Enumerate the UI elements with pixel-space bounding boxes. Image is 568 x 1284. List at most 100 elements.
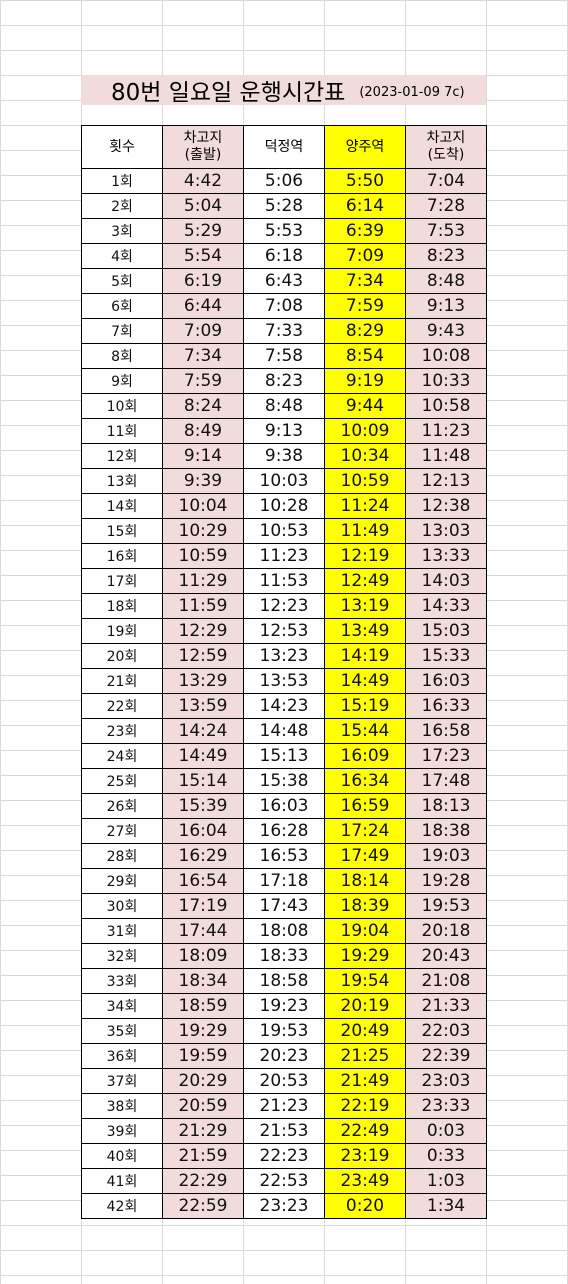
depot-depart-cell[interactable]: 12:29 bbox=[162, 618, 244, 644]
deokjeong-cell[interactable]: 15:38 bbox=[243, 768, 325, 794]
count-cell[interactable]: 32회 bbox=[81, 943, 163, 969]
deokjeong-cell[interactable]: 19:23 bbox=[243, 993, 325, 1019]
count-cell[interactable]: 24회 bbox=[81, 743, 163, 769]
deokjeong-cell[interactable]: 16:28 bbox=[243, 818, 325, 844]
yangju-cell[interactable]: 8:29 bbox=[324, 318, 406, 344]
deokjeong-cell[interactable]: 9:13 bbox=[243, 418, 325, 444]
depot-arrive-cell[interactable]: 10:33 bbox=[405, 368, 487, 394]
count-cell[interactable]: 22회 bbox=[81, 693, 163, 719]
yangju-cell[interactable]: 7:09 bbox=[324, 243, 406, 269]
deokjeong-cell[interactable]: 19:53 bbox=[243, 1018, 325, 1044]
deokjeong-cell[interactable]: 7:33 bbox=[243, 318, 325, 344]
depot-depart-cell[interactable]: 21:59 bbox=[162, 1143, 244, 1169]
count-cell[interactable]: 8회 bbox=[81, 343, 163, 369]
count-cell[interactable]: 6회 bbox=[81, 293, 163, 319]
deokjeong-cell[interactable]: 11:23 bbox=[243, 543, 325, 569]
depot-depart-cell[interactable]: 22:29 bbox=[162, 1168, 244, 1194]
depot-arrive-cell[interactable]: 19:53 bbox=[405, 893, 487, 919]
count-cell[interactable]: 30회 bbox=[81, 893, 163, 919]
header-yangju[interactable]: 양주역 bbox=[324, 125, 406, 169]
yangju-cell[interactable]: 20:19 bbox=[324, 993, 406, 1019]
deokjeong-cell[interactable]: 11:53 bbox=[243, 568, 325, 594]
depot-arrive-cell[interactable]: 0:33 bbox=[405, 1143, 487, 1169]
depot-arrive-cell[interactable]: 1:34 bbox=[405, 1193, 487, 1219]
depot-depart-cell[interactable]: 22:59 bbox=[162, 1193, 244, 1219]
yangju-cell[interactable]: 9:44 bbox=[324, 393, 406, 419]
depot-arrive-cell[interactable]: 16:33 bbox=[405, 693, 487, 719]
deokjeong-cell[interactable]: 15:13 bbox=[243, 743, 325, 769]
depot-arrive-cell[interactable]: 20:18 bbox=[405, 918, 487, 944]
yangju-cell[interactable]: 20:49 bbox=[324, 1018, 406, 1044]
yangju-cell[interactable]: 23:49 bbox=[324, 1168, 406, 1194]
deokjeong-cell[interactable]: 7:58 bbox=[243, 343, 325, 369]
yangju-cell[interactable]: 0:20 bbox=[324, 1193, 406, 1219]
header-depot-arrive[interactable]: 차고지 (도착) bbox=[405, 125, 487, 169]
depot-depart-cell[interactable]: 7:09 bbox=[162, 318, 244, 344]
depot-arrive-cell[interactable]: 9:13 bbox=[405, 293, 487, 319]
depot-depart-cell[interactable]: 5:04 bbox=[162, 193, 244, 219]
depot-depart-cell[interactable]: 9:39 bbox=[162, 468, 244, 494]
depot-arrive-cell[interactable]: 14:03 bbox=[405, 568, 487, 594]
depot-depart-cell[interactable]: 14:24 bbox=[162, 718, 244, 744]
depot-arrive-cell[interactable]: 16:03 bbox=[405, 668, 487, 694]
depot-arrive-cell[interactable]: 12:38 bbox=[405, 493, 487, 519]
count-cell[interactable]: 15회 bbox=[81, 518, 163, 544]
yangju-cell[interactable]: 22:49 bbox=[324, 1118, 406, 1144]
depot-arrive-cell[interactable]: 21:33 bbox=[405, 993, 487, 1019]
deokjeong-cell[interactable]: 7:08 bbox=[243, 293, 325, 319]
deokjeong-cell[interactable]: 8:23 bbox=[243, 368, 325, 394]
depot-arrive-cell[interactable]: 10:58 bbox=[405, 393, 487, 419]
count-cell[interactable]: 28회 bbox=[81, 843, 163, 869]
depot-arrive-cell[interactable]: 9:43 bbox=[405, 318, 487, 344]
yangju-cell[interactable]: 9:19 bbox=[324, 368, 406, 394]
depot-depart-cell[interactable]: 6:44 bbox=[162, 293, 244, 319]
count-cell[interactable]: 19회 bbox=[81, 618, 163, 644]
depot-depart-cell[interactable]: 12:59 bbox=[162, 643, 244, 669]
count-cell[interactable]: 23회 bbox=[81, 718, 163, 744]
depot-depart-cell[interactable]: 20:59 bbox=[162, 1093, 244, 1119]
count-cell[interactable]: 39회 bbox=[81, 1118, 163, 1144]
depot-arrive-cell[interactable]: 8:48 bbox=[405, 268, 487, 294]
depot-arrive-cell[interactable]: 23:03 bbox=[405, 1068, 487, 1094]
yangju-cell[interactable]: 15:44 bbox=[324, 718, 406, 744]
depot-arrive-cell[interactable]: 17:48 bbox=[405, 768, 487, 794]
deokjeong-cell[interactable]: 18:58 bbox=[243, 968, 325, 994]
depot-arrive-cell[interactable]: 17:23 bbox=[405, 743, 487, 769]
count-cell[interactable]: 36회 bbox=[81, 1043, 163, 1069]
depot-depart-cell[interactable]: 6:19 bbox=[162, 268, 244, 294]
count-cell[interactable]: 3회 bbox=[81, 218, 163, 244]
depot-arrive-cell[interactable]: 18:13 bbox=[405, 793, 487, 819]
yangju-cell[interactable]: 7:34 bbox=[324, 268, 406, 294]
depot-depart-cell[interactable]: 19:59 bbox=[162, 1043, 244, 1069]
depot-depart-cell[interactable]: 13:59 bbox=[162, 693, 244, 719]
count-cell[interactable]: 34회 bbox=[81, 993, 163, 1019]
yangju-cell[interactable]: 10:34 bbox=[324, 443, 406, 469]
deokjeong-cell[interactable]: 10:53 bbox=[243, 518, 325, 544]
depot-depart-cell[interactable]: 4:42 bbox=[162, 168, 244, 194]
yangju-cell[interactable]: 13:19 bbox=[324, 593, 406, 619]
depot-depart-cell[interactable]: 10:04 bbox=[162, 493, 244, 519]
deokjeong-cell[interactable]: 21:53 bbox=[243, 1118, 325, 1144]
deokjeong-cell[interactable]: 6:43 bbox=[243, 268, 325, 294]
deokjeong-cell[interactable]: 14:23 bbox=[243, 693, 325, 719]
depot-arrive-cell[interactable]: 7:28 bbox=[405, 193, 487, 219]
count-cell[interactable]: 27회 bbox=[81, 818, 163, 844]
yangju-cell[interactable]: 12:19 bbox=[324, 543, 406, 569]
depot-depart-cell[interactable]: 5:29 bbox=[162, 218, 244, 244]
depot-arrive-cell[interactable]: 8:23 bbox=[405, 243, 487, 269]
depot-depart-cell[interactable]: 18:34 bbox=[162, 968, 244, 994]
deokjeong-cell[interactable]: 10:28 bbox=[243, 493, 325, 519]
depot-depart-cell[interactable]: 19:29 bbox=[162, 1018, 244, 1044]
depot-arrive-cell[interactable]: 10:08 bbox=[405, 343, 487, 369]
depot-depart-cell[interactable]: 10:59 bbox=[162, 543, 244, 569]
count-cell[interactable]: 38회 bbox=[81, 1093, 163, 1119]
depot-depart-cell[interactable]: 16:54 bbox=[162, 868, 244, 894]
yangju-cell[interactable]: 21:25 bbox=[324, 1043, 406, 1069]
depot-arrive-cell[interactable]: 11:23 bbox=[405, 418, 487, 444]
deokjeong-cell[interactable]: 18:08 bbox=[243, 918, 325, 944]
depot-depart-cell[interactable]: 5:54 bbox=[162, 243, 244, 269]
depot-depart-cell[interactable]: 20:29 bbox=[162, 1068, 244, 1094]
depot-arrive-cell[interactable]: 15:03 bbox=[405, 618, 487, 644]
yangju-cell[interactable]: 16:09 bbox=[324, 743, 406, 769]
count-cell[interactable]: 21회 bbox=[81, 668, 163, 694]
